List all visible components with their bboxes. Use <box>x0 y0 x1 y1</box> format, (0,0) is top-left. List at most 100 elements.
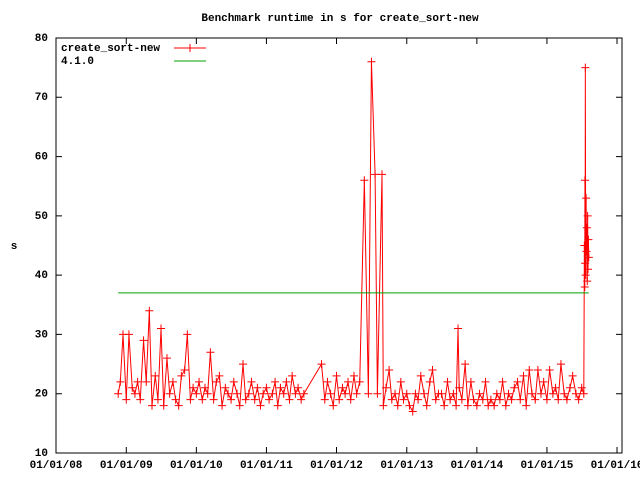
data-point <box>128 383 137 392</box>
data-point <box>139 336 148 345</box>
data-point <box>565 383 574 392</box>
data-point <box>229 377 238 386</box>
data-point <box>504 389 513 398</box>
data-point <box>174 401 183 410</box>
data-point <box>571 389 580 398</box>
data-point <box>360 176 369 185</box>
data-point <box>584 265 593 274</box>
data-point <box>422 401 431 410</box>
y-tick-label: 80 <box>35 33 48 45</box>
x-tick-label: 01/01/10 <box>170 460 223 472</box>
data-point <box>486 395 495 404</box>
y-tick-label: 60 <box>35 151 48 163</box>
chart-title: Benchmark runtime in s for create_sort-n… <box>201 13 479 25</box>
data-point <box>346 395 355 404</box>
data-point <box>443 377 452 386</box>
data-point <box>583 277 592 286</box>
data-point <box>177 371 186 380</box>
data-point <box>256 401 265 410</box>
data-point <box>431 395 440 404</box>
data-point <box>371 170 380 179</box>
data-point <box>405 401 414 410</box>
data-point <box>247 377 256 386</box>
data-point <box>449 389 458 398</box>
data-point <box>396 377 405 386</box>
data-point <box>583 211 592 220</box>
data-point <box>235 401 244 410</box>
data-point <box>554 395 563 404</box>
data-point <box>580 241 589 250</box>
data-point <box>551 383 560 392</box>
data-point <box>320 395 329 404</box>
data-point <box>525 366 534 374</box>
data-point <box>326 389 335 398</box>
data-point <box>437 389 446 398</box>
x-tick-label: 01/01/12 <box>310 460 363 472</box>
data-point <box>259 389 268 398</box>
data-point <box>466 377 475 386</box>
data-point <box>171 395 180 404</box>
data-point <box>218 401 227 410</box>
x-tick-label: 01/01/08 <box>30 460 83 472</box>
data-point <box>492 389 501 398</box>
data-point <box>387 395 396 404</box>
data-point <box>355 377 364 386</box>
data-point <box>250 395 259 404</box>
data-point <box>579 389 588 398</box>
data-point <box>577 383 586 392</box>
data-point <box>130 389 139 398</box>
data-point <box>224 389 233 398</box>
data-point <box>209 395 218 404</box>
data-point <box>556 360 565 369</box>
data-point <box>584 253 593 262</box>
data-point <box>408 407 417 416</box>
data-point <box>329 401 338 410</box>
data-point <box>373 389 382 398</box>
data-point <box>253 383 262 392</box>
data-point <box>344 377 353 386</box>
data-point <box>145 306 154 315</box>
data-point <box>420 389 429 398</box>
data-point <box>299 389 308 398</box>
data-point <box>335 395 344 404</box>
data-point <box>411 389 420 398</box>
data-point <box>116 377 125 386</box>
data-point <box>168 377 177 386</box>
data-point <box>416 371 425 380</box>
data-point <box>399 395 408 404</box>
data-point <box>391 389 400 398</box>
legend-label: create_sort-new <box>61 43 160 55</box>
data-point <box>151 371 160 380</box>
data-point <box>469 395 478 404</box>
data-point <box>294 383 303 392</box>
data-point <box>455 383 464 392</box>
data-point <box>580 176 589 185</box>
data-point <box>195 377 204 386</box>
data-point <box>282 377 291 386</box>
data-point <box>581 271 590 280</box>
data-point <box>393 401 402 410</box>
data-point <box>189 383 198 392</box>
data-point <box>212 377 221 386</box>
data-point <box>581 63 590 72</box>
data-point <box>349 371 358 380</box>
y-tick-label: 40 <box>35 270 48 282</box>
data-point <box>582 247 591 256</box>
data-point <box>364 389 373 398</box>
data-point <box>495 395 504 404</box>
data-point <box>341 389 350 398</box>
data-point <box>265 395 274 404</box>
y-tick-label: 70 <box>35 92 48 104</box>
data-point <box>457 395 466 404</box>
data-point <box>352 389 361 398</box>
data-point <box>560 389 569 398</box>
data-point <box>536 389 545 398</box>
data-point <box>323 377 332 386</box>
data-point <box>582 223 591 232</box>
data-point <box>545 366 554 374</box>
data-point <box>114 389 123 398</box>
y-axis-label: s <box>11 241 18 253</box>
data-point <box>203 389 212 398</box>
data-point <box>402 389 411 398</box>
